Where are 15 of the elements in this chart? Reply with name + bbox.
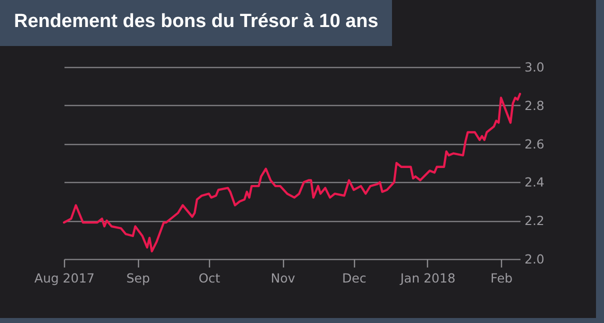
x-tick-label: Sep [126, 270, 150, 286]
chart-title: Rendement des bons du Trésor à 10 ans [0, 0, 392, 46]
y-tick-label: 2.6 [524, 136, 544, 152]
y-tick-label: 2.2 [524, 213, 544, 228]
y-tick-label: 2.4 [524, 174, 544, 190]
x-tick-label: Feb [490, 270, 513, 286]
x-tick-label: Dec [342, 270, 366, 286]
y-tick-label: 3.0 [524, 60, 544, 74]
x-tick-label: Jan 2018 [399, 270, 456, 286]
y-tick-label: 2.0 [524, 252, 544, 266]
y-tick-label: 2.8 [524, 98, 544, 113]
x-tick-label: Aug 2017 [34, 270, 95, 286]
x-tick-label: Nov [270, 270, 296, 286]
x-tick-label: Oct [198, 270, 220, 286]
line-series [62, 92, 522, 252]
